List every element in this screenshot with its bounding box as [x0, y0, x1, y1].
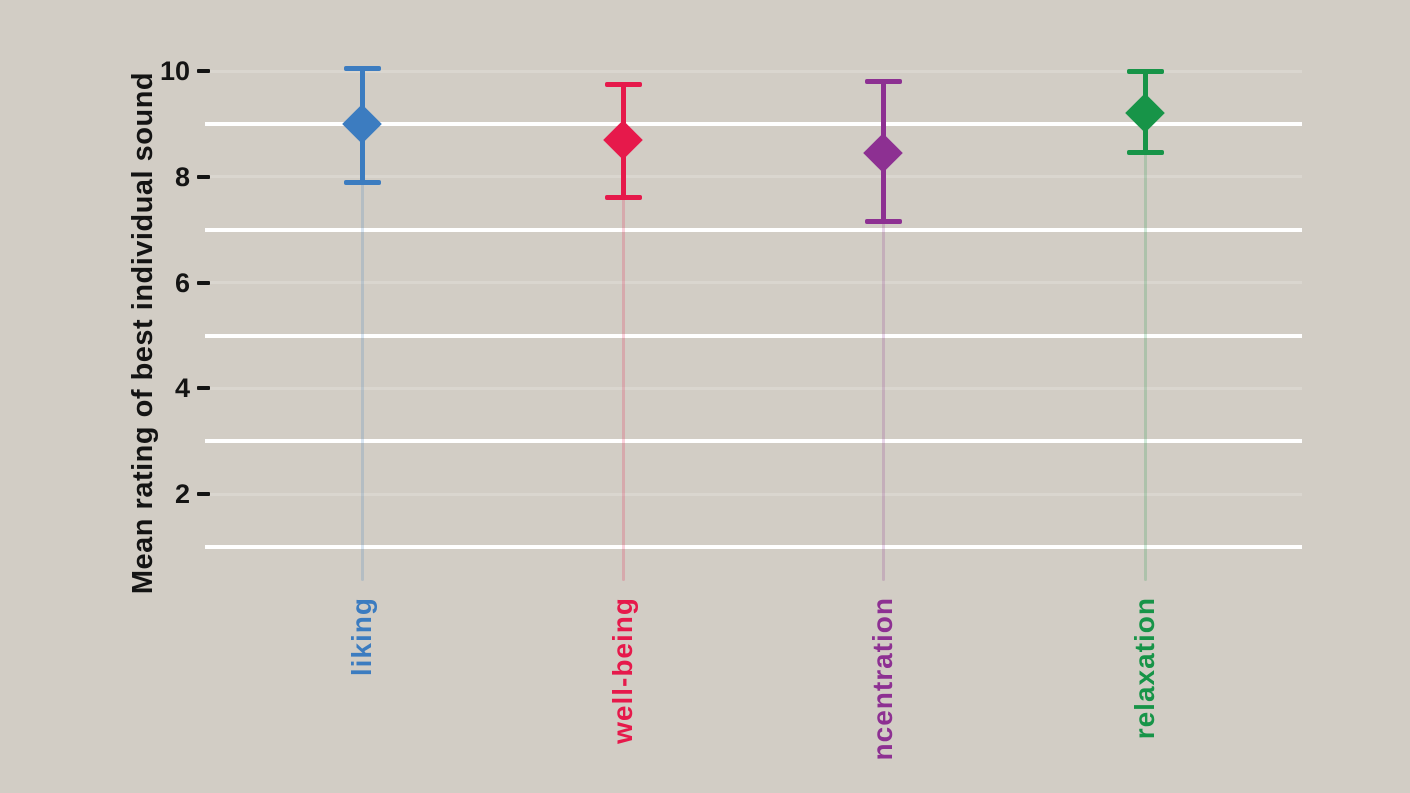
major-gridline: [205, 545, 1302, 550]
minor-gridline: [205, 386, 1302, 390]
y-tick-mark: [197, 386, 210, 391]
error-bar-cap-bottom: [864, 219, 902, 225]
y-tick-label: 8: [174, 161, 190, 192]
data-point-diamond: [342, 104, 382, 144]
major-gridline: [205, 227, 1302, 232]
y-tick-label: 4: [174, 373, 190, 404]
minor-gridline: [205, 492, 1302, 496]
category-guide-line: [881, 81, 885, 581]
major-gridline: [205, 439, 1302, 444]
error-bar-cap-bottom: [343, 179, 381, 185]
y-tick-mark: [197, 280, 210, 285]
category-guide-line: [360, 68, 364, 581]
y-tick-mark: [197, 69, 210, 73]
minor-gridline: [205, 281, 1302, 285]
x-category-label: ncentration: [867, 597, 898, 761]
minor-gridline: [205, 175, 1302, 179]
y-tick-mark: [197, 174, 210, 179]
category-guide-line: [1143, 71, 1147, 581]
error-bar-cap-bottom: [1126, 150, 1164, 156]
data-point-diamond: [1125, 93, 1165, 134]
y-tick-label: 10: [159, 56, 190, 86]
category-guide-line: [621, 84, 625, 581]
error-bar-cap-top: [343, 65, 381, 71]
y-tick-mark: [197, 492, 210, 497]
x-category-label: liking: [346, 597, 377, 677]
major-gridline: [205, 333, 1302, 338]
y-tick-label: 6: [174, 267, 190, 298]
error-bar-cap-top: [864, 79, 902, 85]
major-gridline: [205, 121, 1302, 126]
x-category-label: well-being: [607, 597, 638, 744]
error-bar-cap-bottom: [604, 195, 642, 201]
y-tick-label: 2: [174, 479, 190, 510]
error-bar-cap-top: [604, 81, 642, 87]
minor-gridline: [205, 69, 1302, 73]
data-point-diamond: [603, 119, 643, 160]
data-point-diamond: [863, 133, 903, 173]
x-category-label: relaxation: [1129, 597, 1160, 740]
error-bar-cap-top: [1126, 68, 1164, 74]
y-axis-title: Mean rating of best individual sound: [127, 71, 159, 595]
